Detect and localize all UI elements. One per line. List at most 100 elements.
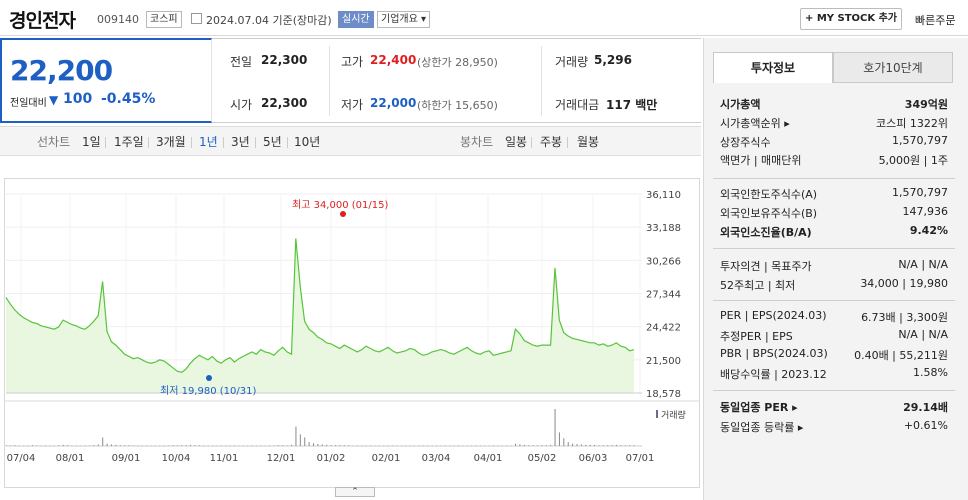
open-value: 22,300 xyxy=(261,96,308,110)
change-label: 전일대비 xyxy=(10,98,47,109)
volume-value: 5,296 xyxy=(594,53,632,67)
collapse-chart-button[interactable]: ⌃ xyxy=(335,487,375,497)
volume-bar xyxy=(334,445,336,446)
invest-row-label[interactable]: 동일업종 등락률 ▸ xyxy=(720,421,804,434)
y-tick-label: 18,578 xyxy=(646,389,681,400)
volume-bar xyxy=(242,445,244,447)
volume-bar xyxy=(414,445,416,447)
invest-row-label: PER | EPS(2024.03) xyxy=(720,309,827,322)
volume-bar xyxy=(352,445,354,447)
volume-bar xyxy=(260,445,262,447)
company-overview-dropdown[interactable]: 기업개요 ▾ xyxy=(377,11,430,28)
my-stock-add-button[interactable]: + MY STOCK 추가 xyxy=(800,8,902,30)
volume-bar xyxy=(453,445,455,447)
invest-row-label: 상장주식수 xyxy=(720,136,771,149)
tab-1y[interactable]: 1년 xyxy=(199,135,218,149)
tab-5y[interactable]: 5년 xyxy=(263,135,282,149)
y-tick-label: 27,344 xyxy=(646,290,681,301)
volume-bar xyxy=(304,437,306,446)
volume-bar xyxy=(190,444,192,446)
market-badge: 코스피 xyxy=(146,11,182,28)
volume-bar xyxy=(203,445,205,447)
volume-bar xyxy=(594,444,596,446)
volume-bar xyxy=(616,444,618,446)
volume-bar xyxy=(154,445,156,447)
volume-bar xyxy=(457,445,459,447)
invest-row-label: 시가총액 xyxy=(720,98,761,111)
invest-row-label[interactable]: 동일업종 PER ▸ xyxy=(720,401,798,414)
volume-bar xyxy=(321,444,323,446)
volume-bar xyxy=(58,445,60,446)
tab-3y[interactable]: 3년 xyxy=(231,135,250,149)
divider xyxy=(329,46,330,116)
volume-bar xyxy=(172,445,174,446)
volume-bar xyxy=(475,445,477,447)
volume-bar xyxy=(168,445,170,447)
tab-invest-info[interactable]: 투자정보 xyxy=(713,52,833,83)
x-tick-label: 06/03 xyxy=(579,453,608,464)
y-tick-label: 36,110 xyxy=(646,190,681,201)
tab-10y[interactable]: 10년 xyxy=(294,135,321,149)
quick-order-link[interactable]: 빠른주문 xyxy=(915,14,956,27)
volume-bar xyxy=(229,445,231,447)
volume-bar xyxy=(115,444,117,446)
max-marker xyxy=(340,211,346,217)
tab-divider xyxy=(105,137,106,148)
tab-monthly[interactable]: 월봉 xyxy=(577,135,600,149)
price-summary xyxy=(5,38,701,123)
x-tick-label: 03/04 xyxy=(422,453,451,464)
prev-close-label: 전일 xyxy=(230,55,253,69)
invest-row-value: +0.61% xyxy=(903,419,948,432)
invest-row-value: N/A | N/A xyxy=(898,258,948,271)
volume-bar xyxy=(106,443,108,446)
amount-value: 117 백만 xyxy=(606,98,658,112)
volume-bar xyxy=(124,445,126,446)
volume-bar xyxy=(431,445,433,447)
volume-bar xyxy=(558,432,560,446)
volume-bar xyxy=(80,445,82,447)
y-tick-label: 21,500 xyxy=(646,356,681,367)
price-chart[interactable]: 36,110 33,188 30,266 27,344 24,422 21,500 18,5… xyxy=(0,176,701,488)
stock-header xyxy=(0,0,968,36)
volume-bar xyxy=(330,445,332,446)
tab-3m[interactable]: 3개월 xyxy=(156,135,186,149)
invest-row-value: 1,570,797 xyxy=(892,134,948,147)
volume-bar xyxy=(409,445,411,447)
volume-bar xyxy=(220,445,222,447)
volume-bar xyxy=(67,445,69,446)
invest-row-value: 147,936 xyxy=(902,205,949,218)
volume-bar xyxy=(545,445,547,446)
volume-bar xyxy=(427,445,429,447)
line-chart-label: 선차트 xyxy=(37,135,71,149)
calendar-icon xyxy=(191,13,202,24)
invest-row-label: 52주최고 | 최저 xyxy=(720,279,796,292)
y-tick-label: 24,422 xyxy=(646,323,681,334)
x-tick-label: 11/01 xyxy=(210,453,239,464)
section-divider xyxy=(713,178,955,179)
volume-bar xyxy=(313,443,315,446)
realtime-button[interactable]: 실시간 xyxy=(338,11,374,28)
volume-bar xyxy=(89,445,91,447)
tab-1w[interactable]: 1주일 xyxy=(114,135,144,149)
tab-divider xyxy=(567,137,568,148)
volume-bar xyxy=(493,445,495,447)
tab-divider xyxy=(148,137,149,148)
volume-bar xyxy=(422,445,424,447)
tab-weekly[interactable]: 주봉 xyxy=(540,135,563,149)
volume-bar xyxy=(264,445,266,447)
volume-bar xyxy=(14,445,16,446)
volume-bar xyxy=(602,445,604,446)
volume-bar xyxy=(150,445,152,447)
volume-bar xyxy=(308,442,310,446)
tab-1d[interactable]: 1일 xyxy=(82,135,101,149)
invest-row-label[interactable]: 시가총액순위 ▸ xyxy=(720,117,790,130)
volume-legend: 거래량 xyxy=(661,409,686,421)
volume-bar xyxy=(541,445,543,446)
volume-bar xyxy=(251,445,253,447)
volume-bar xyxy=(405,445,407,447)
tab-daily[interactable]: 일봉 xyxy=(505,135,528,149)
tab-order-book[interactable]: 호가10단계 xyxy=(833,52,953,83)
x-tick-label: 09/01 xyxy=(112,453,141,464)
volume-bar xyxy=(528,445,530,446)
quote-date: 2024.07.04 기준(장마감) xyxy=(206,14,332,27)
